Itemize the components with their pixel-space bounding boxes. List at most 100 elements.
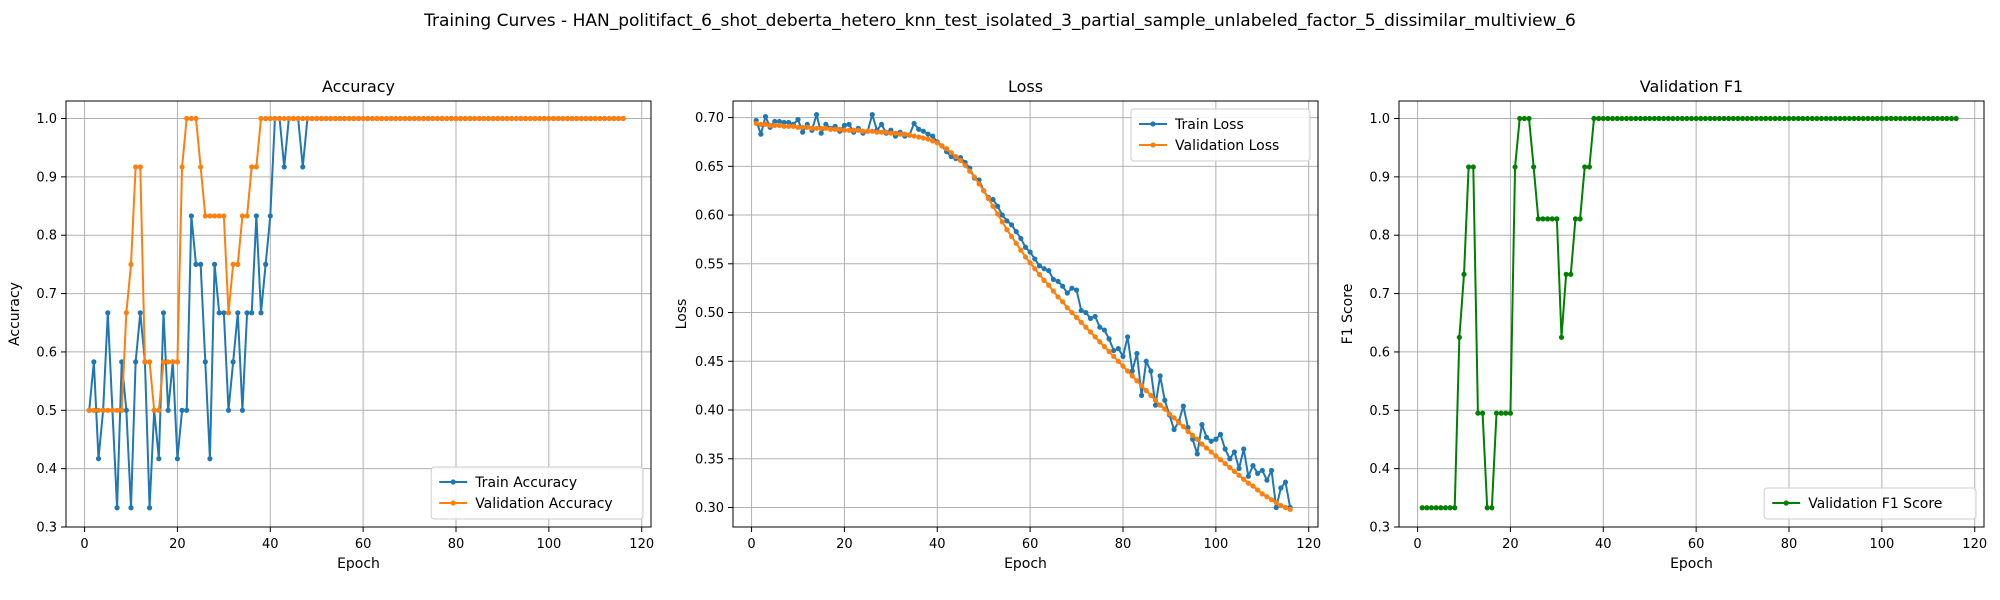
chart-1-series-2-point (105, 407, 111, 413)
chart-3-series-1-point (1832, 115, 1839, 122)
chart-2-series-2-point (1157, 402, 1163, 408)
chart-2-series-2-point (990, 203, 996, 209)
chart-3-series-1-point (1605, 115, 1611, 122)
chart-2-series-2-point (1125, 368, 1131, 374)
chart-3-series-1-point (1897, 115, 1904, 122)
chart-3-series-1-point (1944, 115, 1950, 122)
chart-3-legend-label-1: Validation F1 Score (1808, 496, 1942, 512)
chart-1-y-tick-label: 0.8 (36, 229, 57, 244)
chart-2-series-2-point (920, 135, 926, 141)
chart-2-series-1-point (776, 118, 783, 125)
chart-1-series-2-point (541, 115, 547, 122)
chart-3-series-1-point (1930, 115, 1936, 122)
chart-3-series-1-point (1893, 115, 1899, 122)
chart-2-series-2-point (1250, 483, 1256, 489)
chart-1-series-2-point (615, 115, 622, 122)
chart-2-series-1-point (786, 119, 792, 126)
chart-1-series-2-point (91, 407, 97, 413)
chart-2-series-2-point (934, 140, 940, 146)
chart-2-series-2-point (995, 211, 1001, 217)
chart-3-series-1-point (1563, 271, 1569, 277)
chart-2-series-2-point (1268, 497, 1275, 503)
chart-1-series-2-point (471, 115, 478, 122)
chart-2-series-2-point (1064, 305, 1070, 311)
chart-3-series-1-point (1777, 115, 1783, 122)
chart-1-series-1-point (235, 310, 241, 316)
chart-3-series-1-point (1479, 410, 1486, 416)
chart-1-series-2-point (527, 115, 533, 122)
chart-2-series-1-point (795, 116, 801, 123)
chart-1-series-1-point (216, 310, 222, 316)
chart-3-x-tick-label: 60 (1688, 537, 1705, 552)
chart-3-series-1-point (1809, 115, 1815, 122)
chart-1-series-2-point (597, 115, 603, 122)
chart-3-series-1-point (1614, 115, 1620, 122)
chart-2-series-2-point (767, 122, 773, 128)
chart-2-series-1-point (990, 196, 996, 203)
chart-2-series-1-point (1268, 467, 1275, 474)
chart-1-series-1-point (300, 164, 306, 170)
chart-2-series-1-point (1255, 470, 1261, 476)
chart-3-series-1-point (1582, 164, 1588, 170)
chart-1-series-2-point (495, 115, 501, 122)
chart-2-series-2-point (962, 162, 968, 168)
chart-2-series-2-point (1143, 387, 1149, 394)
chart-3-series-1-point (1424, 505, 1430, 511)
chart-3-series-1-point (1489, 505, 1495, 511)
chart-1-series-2-point (225, 310, 232, 316)
chart-3-series-1-point (1795, 115, 1801, 122)
chart-3-x-tick-label: 20 (1502, 537, 1519, 552)
chart-2-series-1-point (1227, 456, 1233, 462)
chart-3-y-tick-label: 0.6 (1369, 345, 1390, 360)
chart-2-series-2-point (902, 131, 908, 137)
chart-1-series-1-point (207, 456, 213, 462)
chart-1-series-2-point (564, 115, 571, 122)
chart-2-series-2-point (943, 146, 950, 152)
chart-3-series-1-point (1707, 115, 1713, 122)
chart-2-series-1-point (1245, 473, 1251, 479)
chart-1-series-1-point (244, 310, 250, 316)
chart-2-series-1-point (1208, 438, 1214, 444)
chart-1-series-1-point (160, 310, 167, 316)
chart-2-series-1-point (1008, 222, 1015, 228)
chart-1-series-2-point (198, 164, 204, 170)
chart-3-series-1-point (1572, 216, 1579, 222)
chart-1-series-1-point (211, 261, 218, 267)
chart-3-series-1-point (1493, 410, 1500, 416)
chart-1-series-2-point (276, 115, 283, 122)
chart-2-legend-marker-2 (1150, 142, 1156, 148)
chart-1-series-2-point (244, 213, 250, 219)
chart-1-legend-marker-2 (450, 500, 456, 506)
chart-3-x-tick-label: 120 (1962, 537, 1987, 552)
chart-2-series-1-point (800, 129, 806, 135)
chart-1-series-2-point (263, 115, 269, 122)
chart-2-series-1-point (1273, 504, 1279, 511)
chart-3-legend-marker-1 (1783, 500, 1789, 506)
chart-1-series-1-point (249, 310, 255, 316)
chart-1-series-2-point (430, 115, 436, 122)
chart-1-y-tick-label: 0.7 (36, 287, 57, 302)
chart-3-series-1-point (1503, 410, 1509, 416)
chart-2-series-2-point (1050, 288, 1056, 294)
chart-1-series-2-point (235, 261, 241, 267)
chart-2-series-2-point (1111, 353, 1117, 360)
chart-1-series-2-point (179, 164, 185, 170)
chart-1-series-1-point (221, 310, 227, 316)
chart-2-series-1-point (1190, 436, 1196, 442)
chart-1-title: Accuracy (322, 77, 395, 96)
chart-2-series-2-point (906, 132, 913, 138)
chart-3-series-1-point (1688, 115, 1695, 122)
chart-2-series-1-point (1241, 446, 1247, 452)
chart-3-series-1-point (1758, 115, 1764, 122)
chart-1-series-2-point (160, 359, 167, 365)
chart-3-x-tick-label: 100 (1869, 537, 1894, 552)
chart-2-series-1-point (869, 112, 875, 118)
chart-3-series-1-point (1637, 115, 1644, 122)
chart-2-series-1-point (772, 118, 778, 125)
chart-2-series-2-point (939, 143, 945, 149)
chart-2-series-2-point (753, 120, 759, 127)
chart-3-x-tick-label: 0 (1413, 537, 1421, 552)
chart-3-series-1-point (1814, 115, 1820, 122)
chart-1-frame (65, 100, 652, 528)
chart-1-series-2-point (439, 115, 445, 122)
